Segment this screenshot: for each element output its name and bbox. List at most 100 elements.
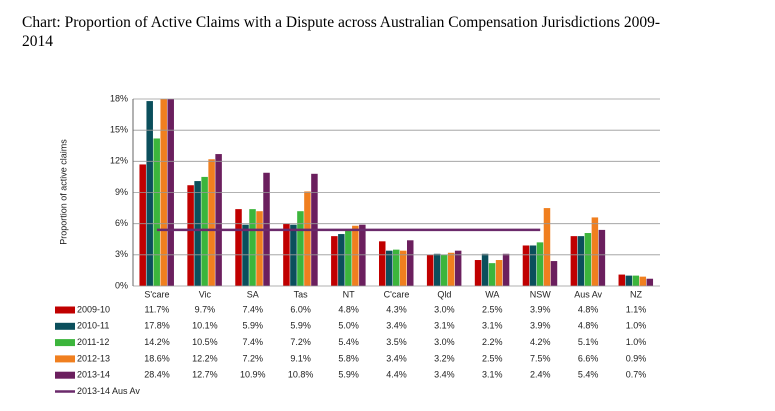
table-value: 3.5% (386, 337, 407, 347)
bar (256, 211, 263, 286)
table-value: 3.0% (434, 337, 455, 347)
y-tick-label: 12% (110, 156, 128, 166)
table-value: 2.5% (482, 353, 503, 363)
bar (201, 176, 208, 286)
bar (249, 209, 256, 286)
table-value: 10.1% (192, 321, 218, 331)
legend-label: 2013-14 (77, 370, 110, 380)
table-value: 17.8% (144, 321, 170, 331)
chart-title: Chart: Proportion of Active Claims with … (22, 14, 660, 31)
bar (440, 254, 448, 286)
bar (290, 224, 297, 286)
bar (338, 234, 345, 286)
y-tick-label: 0% (115, 280, 128, 290)
bar (488, 263, 496, 286)
legend-swatch (55, 371, 75, 379)
bar (625, 275, 633, 286)
table-value: 3.1% (482, 321, 503, 331)
chart-title: 2014 (22, 33, 53, 50)
table-value: 3.4% (434, 370, 455, 380)
bar (215, 154, 222, 286)
y-tick-label: 9% (115, 187, 128, 197)
table-value: 10.8% (288, 370, 314, 380)
bar (393, 249, 400, 286)
table-value: 4.8% (578, 321, 599, 331)
bar (618, 274, 626, 286)
bar (646, 278, 654, 286)
table-value: 3.4% (386, 321, 407, 331)
bar (598, 229, 606, 286)
table-value: 12.2% (192, 353, 218, 363)
x-tick-label: Qld (437, 289, 451, 299)
bar (543, 208, 551, 286)
y-tick-label: 15% (110, 125, 128, 135)
legend-label: 2012-13 (77, 353, 110, 363)
table-value: 3.1% (482, 370, 503, 380)
table-value: 7.5% (530, 353, 551, 363)
bar (570, 236, 578, 286)
x-tick-label: Tas (294, 289, 309, 299)
table-value: 10.5% (192, 337, 218, 347)
bar (474, 260, 482, 286)
table-value: 4.3% (386, 304, 407, 314)
table-value: 5.9% (338, 370, 359, 380)
table-value: 3.4% (386, 353, 407, 363)
bar (379, 241, 386, 286)
table-value: 5.9% (290, 321, 311, 331)
legend-label: 2011-12 (77, 337, 109, 347)
table-value: 4.8% (338, 304, 359, 314)
legend-swatch (55, 322, 75, 330)
x-tick-label: Aus Av (574, 289, 602, 299)
bar (235, 209, 242, 286)
table-value: 28.4% (144, 370, 170, 380)
table-value: 11.7% (145, 304, 170, 314)
bar (584, 233, 592, 286)
x-tick-label: NT (343, 289, 355, 299)
bar (187, 185, 194, 286)
table-value: 4.4% (386, 370, 407, 380)
bar (242, 224, 249, 286)
legend-swatch (55, 306, 75, 314)
table-value: 1.0% (626, 337, 647, 347)
bar (167, 99, 174, 286)
y-tick-label: 18% (110, 93, 128, 103)
table-value: 5.4% (578, 370, 599, 380)
table-value: 0.9% (626, 353, 647, 363)
bar (352, 225, 359, 286)
bar (386, 250, 393, 286)
x-tick-label: WA (485, 289, 499, 299)
bar (550, 261, 558, 286)
plot-area (139, 99, 654, 287)
table-value: 2.2% (482, 337, 503, 347)
y-axis-label: Proportion of active claims (58, 139, 68, 245)
table-value: 9.1% (290, 353, 311, 363)
table-value: 3.0% (434, 304, 455, 314)
y-tick-label: 3% (115, 249, 128, 259)
table-value: 5.4% (338, 337, 359, 347)
x-tick-label: SA (247, 289, 259, 299)
table-value: 5.0% (338, 321, 359, 331)
table-value: 7.4% (243, 337, 264, 347)
bar (591, 217, 599, 286)
table-value: 4.8% (578, 304, 599, 314)
bar (447, 252, 455, 286)
bar (433, 253, 441, 286)
table-value: 14.2% (144, 337, 170, 347)
table-value: 3.9% (530, 304, 551, 314)
bar (194, 181, 201, 286)
legend-swatch (55, 355, 75, 363)
table-value: 10.9% (240, 370, 266, 380)
bar (536, 242, 544, 286)
table-value: 7.4% (243, 304, 264, 314)
bar (146, 101, 153, 286)
table-value: 5.8% (338, 353, 359, 363)
bar (304, 191, 311, 286)
table-value: 1.0% (626, 321, 647, 331)
x-tick-label: NSW (530, 289, 552, 299)
legend-label: 2013-14 Aus Av (77, 386, 140, 396)
bar (426, 254, 434, 286)
bar (297, 211, 304, 286)
table-value: 12.7% (192, 370, 218, 380)
bar (139, 164, 146, 286)
bar (529, 245, 537, 286)
